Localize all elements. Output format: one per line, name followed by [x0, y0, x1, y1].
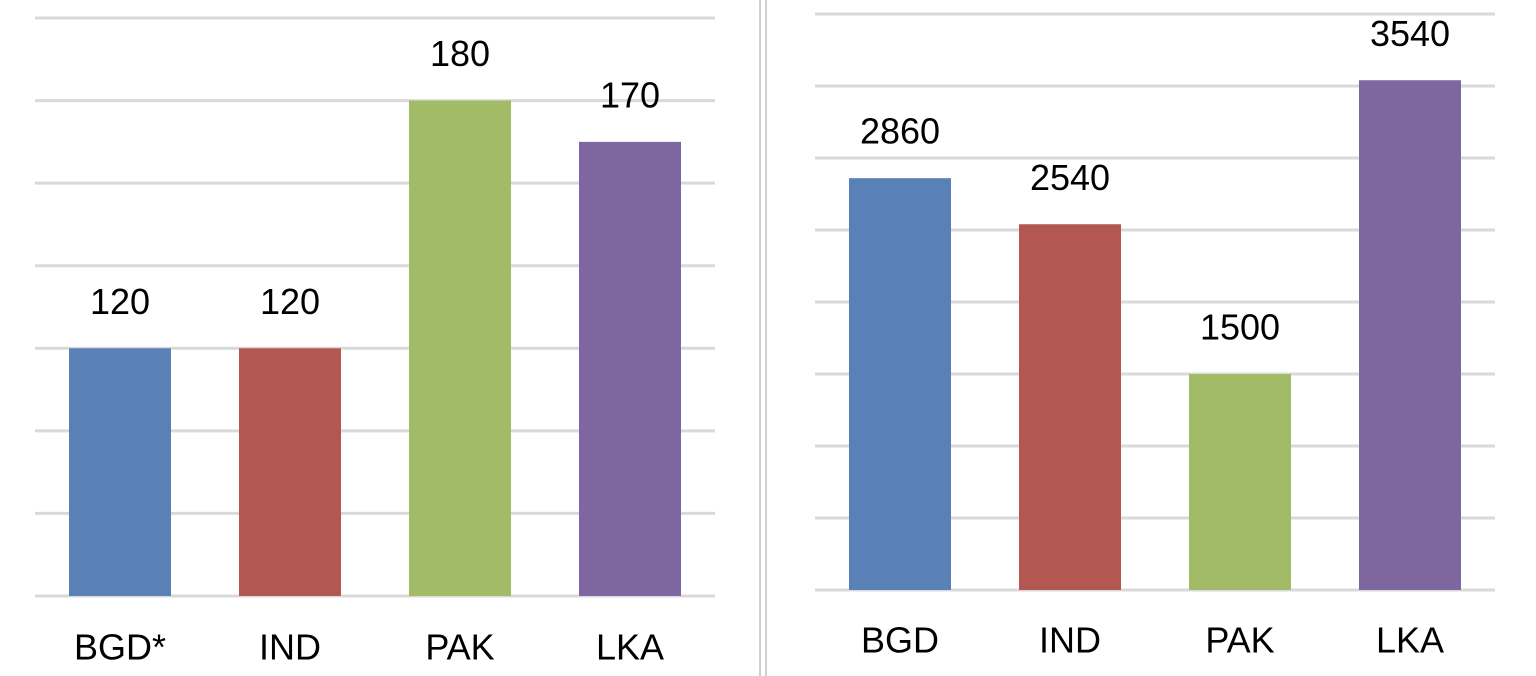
x-tick-label: PAK — [1205, 620, 1274, 661]
bar — [849, 178, 951, 590]
x-tick-label: IND — [1039, 620, 1101, 661]
data-label: 120 — [260, 281, 320, 322]
bar — [69, 348, 171, 596]
x-tick-label: BGD* — [74, 627, 166, 668]
x-tick-label: PAK — [425, 627, 494, 668]
data-label: 120 — [90, 281, 150, 322]
data-label: 1500 — [1200, 307, 1280, 348]
bar — [239, 348, 341, 596]
bar — [1019, 224, 1121, 591]
data-label: 170 — [600, 74, 660, 115]
x-tick-label: BGD — [861, 620, 939, 661]
data-label: 3540 — [1370, 13, 1450, 54]
data-label: 2540 — [1030, 157, 1110, 198]
data-label: 180 — [430, 33, 490, 74]
bar — [1359, 80, 1461, 591]
bar — [409, 100, 511, 597]
bar — [579, 141, 681, 596]
x-tick-label: LKA — [1376, 620, 1444, 661]
x-tick-label: LKA — [596, 627, 664, 668]
data-label: 2860 — [860, 111, 940, 152]
bar — [1189, 374, 1291, 590]
x-tick-label: IND — [259, 627, 321, 668]
